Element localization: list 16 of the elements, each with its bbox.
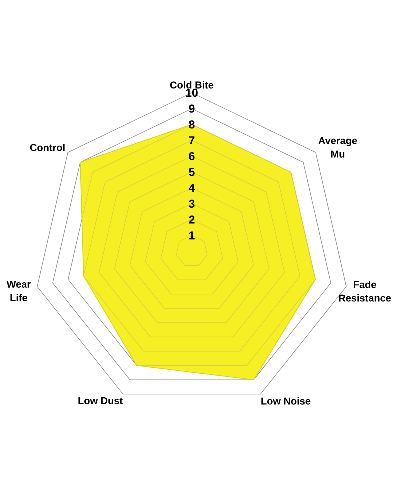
spoke-label: Control	[30, 144, 65, 152]
y-tick-label: 7	[189, 136, 195, 144]
spoke-label: Wear Life	[6, 280, 31, 302]
y-tick-label: 1	[190, 232, 195, 240]
y-tick-label: 10	[186, 88, 198, 98]
spoke-label: Low Dust	[78, 397, 123, 404]
y-tick-label: 9	[189, 104, 195, 113]
spoke-label: Fade Resistance	[339, 280, 392, 302]
y-tick-label: 5	[189, 168, 195, 176]
spoke-label: Low Noise	[262, 398, 311, 405]
spoke-label: Average Mu	[318, 137, 358, 158]
spoke-label: Cold Bite	[170, 81, 214, 89]
y-tick-label: 3	[189, 200, 195, 208]
y-tick-label: 4	[188, 184, 196, 192]
y-tick-label: 6	[189, 152, 195, 160]
y-tick-label: 2	[189, 216, 195, 224]
